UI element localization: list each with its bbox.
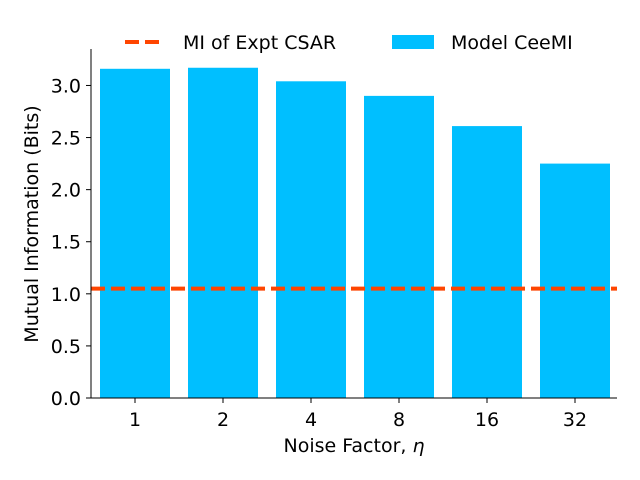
x-tick-label-2: 2	[217, 409, 229, 431]
legend-refline-label: MI of Expt CSAR	[183, 32, 336, 54]
bar-4	[276, 81, 346, 398]
y-tick-label-1.0: 1.0	[51, 284, 81, 306]
legend-series-label: Model CeeMI	[451, 32, 573, 54]
legend: MI of Expt CSAR Model CeeMI	[125, 32, 573, 54]
x-axis-label-symbol: η	[412, 435, 424, 457]
y-tick-label-3.0: 3.0	[51, 75, 81, 97]
y-tick-label-0.0: 0.0	[51, 388, 81, 410]
y-tick-label-2.5: 2.5	[51, 128, 81, 150]
x-tick-label-4: 4	[305, 409, 317, 431]
bar-2	[188, 67, 258, 399]
bar-32	[540, 163, 610, 398]
bar-8	[364, 95, 434, 398]
y-tick-label-0.5: 0.5	[51, 336, 81, 358]
y-axis-label: Mutual Information (Bits)	[21, 105, 43, 342]
x-tick-label-8: 8	[393, 409, 405, 431]
x-tick-label-1: 1	[129, 409, 141, 431]
y-tick-label-1.5: 1.5	[51, 232, 81, 254]
x-tick-label-16: 16	[475, 409, 499, 431]
x-tick-label-32: 32	[563, 409, 587, 431]
bars	[100, 67, 610, 399]
bar-1	[100, 68, 170, 398]
legend-series-swatch	[392, 35, 434, 49]
x-axis-label-text: Noise Factor,	[283, 435, 412, 457]
bar-16	[452, 126, 522, 399]
x-axis-label: Noise Factor, η	[283, 435, 424, 457]
axes	[90, 49, 617, 399]
y-tick-label-2.0: 2.0	[51, 180, 81, 202]
x-ticks: 1 2 4 8 16 32	[129, 398, 587, 431]
y-ticks: 0.0 0.5 1.0 1.5 2.0 2.5 3.0	[51, 75, 91, 410]
